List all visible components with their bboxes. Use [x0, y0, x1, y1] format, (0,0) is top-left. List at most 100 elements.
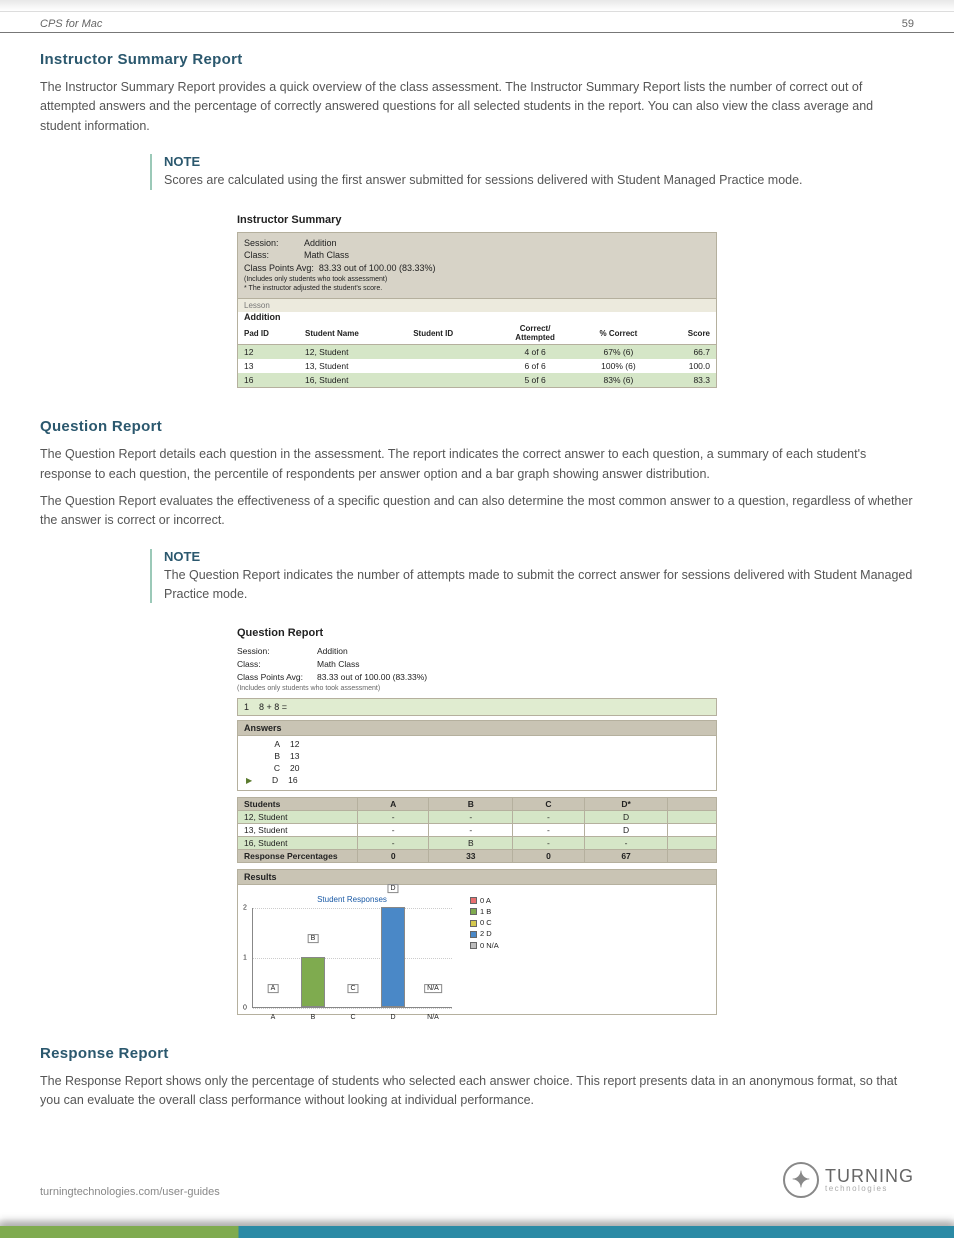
student-name: 13, Student: [238, 823, 358, 836]
bar-label: C: [347, 984, 358, 993]
col-score: Score: [659, 322, 716, 345]
instructor-summary-note: NOTE Scores are calculated using the fir…: [150, 154, 914, 190]
brand-top: TURNING: [825, 1167, 914, 1185]
results-box: Results Student Responses 012AABBCCDDN/A…: [237, 869, 717, 1015]
chart-bar: [301, 957, 325, 1007]
question-row: 1 8 + 8 =: [237, 698, 717, 716]
student-name: 16, Student: [238, 836, 358, 849]
qr-session-value: Addition: [317, 646, 348, 656]
cell-score: 100.0: [659, 359, 716, 373]
table-row: 1212, Student4 of 667% (6)66.7: [238, 345, 717, 360]
cell-pct: 83% (6): [577, 373, 659, 388]
report-header: Session:Addition Class:Math Class Class …: [237, 232, 717, 299]
qr-class-value: Math Class: [317, 659, 360, 669]
student-cell: -: [429, 823, 513, 836]
header-note2: * The instructor adjusted the student's …: [244, 284, 710, 294]
col-pct: % Correct: [577, 322, 659, 345]
legend-swatch: [470, 942, 477, 949]
lesson-label: Lesson: [237, 299, 717, 312]
cell-pad-id: 13: [238, 359, 300, 373]
page-footer: turningtechnologies.com/user-guides ✦ TU…: [40, 1162, 914, 1198]
class-label: Class:: [244, 249, 304, 262]
correct-arrow-icon: ▶: [246, 775, 252, 787]
top-gradient: [0, 0, 954, 12]
bar-label: N/A: [424, 984, 442, 993]
note-label: NOTE: [164, 549, 914, 564]
y-tick: 0: [243, 1004, 247, 1011]
legend-swatch: [470, 897, 477, 904]
student-cell: -: [358, 823, 429, 836]
instructor-summary-title: Instructor Summary Report: [40, 51, 914, 68]
bar-label: D: [387, 884, 398, 893]
bar-chart: 012AABBCCDDN/AN/A: [252, 908, 452, 1008]
question-number: 1: [244, 702, 249, 712]
col-correct: Correct/ Attempted: [493, 322, 578, 345]
answer-letter: B: [266, 751, 280, 763]
resp-pct-label: Response Percentages: [238, 849, 358, 862]
cell-score: 66.7: [659, 345, 716, 360]
resp-pct-cell: 0: [358, 849, 429, 862]
legend-item: 0 N/A: [470, 940, 499, 951]
students-table: Students A B C D* 12, Student---D13, Stu…: [237, 797, 717, 863]
student-cell: D: [584, 823, 668, 836]
class-value: Math Class: [304, 250, 349, 260]
question-report-note: NOTE The Question Report indicates the n…: [150, 549, 914, 604]
question-report-title: Question Report: [40, 418, 914, 435]
qr-note1: (Includes only students who took assessm…: [237, 684, 717, 695]
report-title: Instructor Summary: [237, 214, 717, 226]
footer-url: turningtechnologies.com/user-guides: [40, 1186, 220, 1198]
logo-text: TURNING technologies: [825, 1167, 914, 1193]
question-report-mini: Question Report Session:Addition Class:M…: [237, 627, 717, 1014]
col-student-name: Student Name: [299, 322, 407, 345]
students-title: Students: [238, 797, 358, 810]
answer-value: 20: [290, 763, 299, 775]
legend-item: 0 A: [470, 895, 499, 906]
cell-correct: 6 of 6: [493, 359, 578, 373]
student-cell: -: [358, 810, 429, 823]
qr-avg-label: Class Points Avg:: [237, 671, 317, 684]
legend-item: 0 C: [470, 917, 499, 928]
header-note1: (Includes only students who took assessm…: [244, 275, 710, 285]
response-report-title: Response Report: [40, 1045, 914, 1062]
answer-letter: D: [264, 775, 278, 787]
legend-swatch: [470, 920, 477, 927]
chart-bar: [381, 907, 405, 1007]
answer-value: 13: [290, 751, 299, 763]
logo-icon: ✦: [783, 1162, 819, 1198]
answer-row: A12: [246, 739, 708, 751]
note-text: The Question Report indicates the number…: [164, 566, 914, 604]
product-name: CPS for Mac: [40, 18, 102, 30]
student-cell: -: [513, 836, 584, 849]
qr-session-label: Session:: [237, 645, 317, 658]
answers-box: Answers A12B13C20▶D16: [237, 720, 717, 791]
note-text: Scores are calculated using the first an…: [164, 171, 914, 190]
qr-header: Session:Addition Class:Math Class Class …: [237, 645, 717, 694]
bottom-stripe: [0, 1226, 954, 1238]
cell-pct: 100% (6): [577, 359, 659, 373]
student-cell: -: [513, 810, 584, 823]
students-header: Students A B C D*: [238, 797, 717, 810]
resp-pct-cell: 0: [513, 849, 584, 862]
answer-row: ▶D16: [246, 775, 708, 787]
student-cell: -: [429, 810, 513, 823]
cell-name: 13, Student: [299, 359, 407, 373]
legend-label: 0 N/A: [480, 941, 499, 950]
page-content: Instructor Summary Report The Instructor…: [0, 33, 954, 1238]
y-tick: 1: [243, 954, 247, 961]
resp-pct-cell: 33: [429, 849, 513, 862]
table-row: 1313, Student 6 of 6100% (6)100.0: [238, 359, 717, 373]
cell-sid: [407, 373, 493, 388]
results-title: Results: [238, 870, 716, 885]
avg-value: 83.33 out of 100.00 (83.33%): [319, 263, 436, 273]
legend-label: 2 D: [480, 929, 492, 938]
response-report-body: The Response Report shows only the perce…: [40, 1072, 914, 1111]
bar-label: B: [308, 934, 319, 943]
x-label: N/A: [427, 1014, 439, 1021]
session-label: Session:: [244, 237, 304, 250]
bar-label: A: [268, 984, 279, 993]
legend-label: 0 C: [480, 918, 492, 927]
table-row: 1616, Student5 of 683% (6)83.3: [238, 373, 717, 388]
student-name: 12, Student: [238, 810, 358, 823]
page-header: CPS for Mac 59: [0, 12, 954, 33]
cell-pad-id: 16: [238, 373, 300, 388]
